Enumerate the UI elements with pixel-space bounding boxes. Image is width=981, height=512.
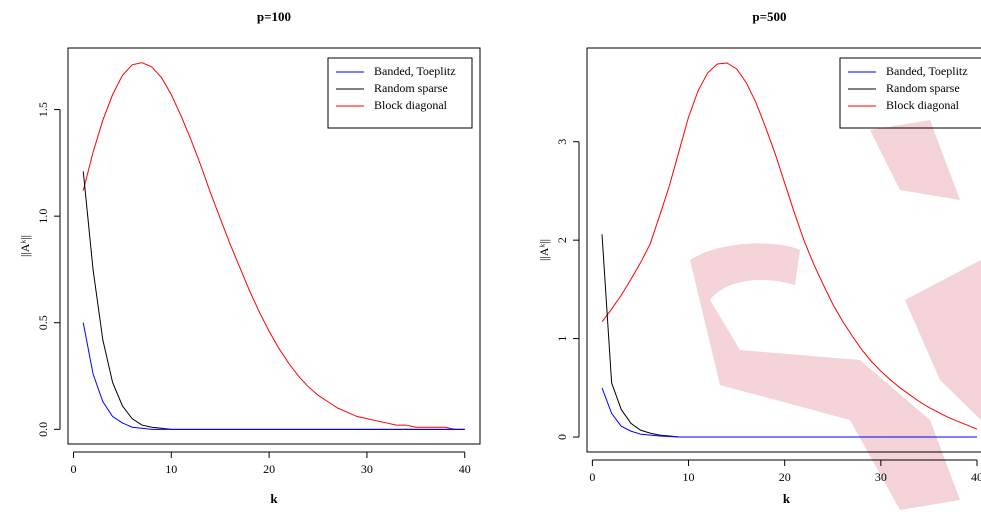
chart-title: p=100	[257, 9, 291, 24]
series-line	[601, 387, 977, 438]
x-axis-label: k	[783, 491, 791, 506]
y-axis-label: ||Aᵏ||	[18, 235, 32, 257]
plot-box	[67, 47, 481, 445]
x-tick-label: 20	[779, 470, 791, 484]
x-tick-label: 20	[263, 462, 275, 476]
x-tick-label: 40	[971, 470, 981, 484]
x-tick-label: 40	[459, 462, 471, 476]
legend-label: Block diagonal	[886, 98, 960, 112]
x-axis-label: k	[270, 491, 278, 506]
x-tick-label: 30	[875, 470, 887, 484]
legend-label: Block diagonal	[374, 98, 448, 112]
y-tick-label: 1	[555, 336, 569, 342]
legend-label: Random sparse	[886, 81, 960, 95]
x-tick-label: 30	[361, 462, 373, 476]
legend-box	[327, 57, 473, 129]
x-tick-label: 10	[683, 470, 695, 484]
y-tick-label: 2	[555, 237, 569, 243]
watermark	[690, 120, 981, 510]
x-tick-label: 0	[70, 462, 76, 476]
y-tick-label: 0	[555, 434, 569, 440]
x-tick-label: 0	[589, 470, 595, 484]
y-tick-label: 1.0	[36, 209, 50, 224]
chart-panel: p=500 k ||Aᵏ|| 0 10 20 30 40 0 1 2 3 Banded, Toeplit…	[537, 9, 981, 506]
x-tick-label: 10	[165, 462, 177, 476]
y-axis-label: ||Aᵏ||	[537, 239, 551, 261]
legend-label: Banded, Toeplitz	[886, 64, 968, 78]
series-line	[82, 62, 465, 430]
chart-panel: p=100 k ||Aᵏ|| 0 10 20 30 40 0.0 0.5 1.0 1.5 Banded,…	[18, 9, 481, 506]
series-line	[82, 322, 465, 430]
y-tick-label: 1.5	[36, 102, 50, 117]
legend-label: Banded, Toeplitz	[374, 64, 456, 78]
legend-label: Random sparse	[374, 81, 448, 95]
y-tick-label: 0.0	[36, 422, 50, 437]
plot-box	[586, 47, 981, 453]
y-tick-label: 0.5	[36, 315, 50, 330]
series-line	[601, 62, 978, 430]
chart-title: p=500	[752, 9, 786, 24]
series-line	[82, 171, 465, 430]
y-tick-label: 3	[555, 139, 569, 145]
legend-box	[839, 57, 981, 129]
